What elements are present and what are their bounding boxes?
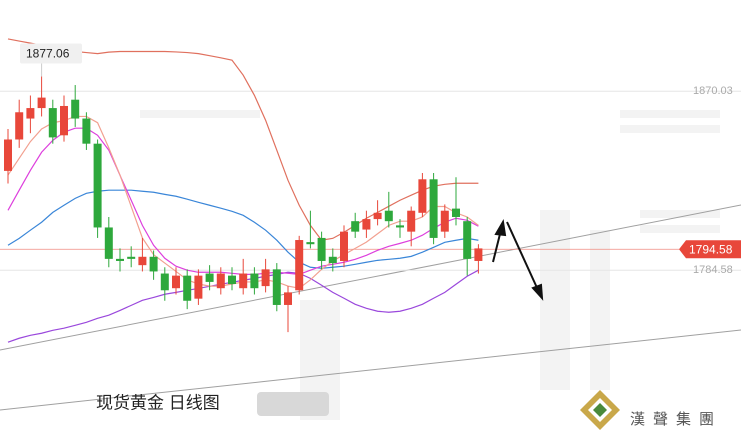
candle-body [328, 256, 337, 264]
candle-body [250, 273, 259, 289]
trend-line [0, 329, 741, 411]
candle-body [149, 256, 158, 272]
high-marker-label: 1877.06 [26, 47, 70, 61]
candle-body [340, 231, 348, 261]
candle-body [15, 112, 24, 140]
candle-body [306, 242, 315, 245]
watermark: 漢聲集團 [630, 411, 722, 428]
candle-body [440, 210, 449, 232]
candle-body [373, 212, 382, 220]
background-watermark [140, 110, 720, 420]
candle-body [71, 99, 80, 119]
candle-body [284, 292, 292, 305]
candle-body [37, 97, 46, 109]
trend-line [0, 204, 741, 351]
candle-body [272, 269, 281, 305]
y-tick-label: 1784.58 [693, 264, 733, 276]
candle-body [205, 273, 214, 282]
candle-body [116, 258, 124, 261]
candle-body [4, 139, 12, 171]
candle-body [93, 143, 102, 228]
indicator-line [7, 38, 479, 241]
candle-body [429, 179, 438, 238]
candle-body [160, 273, 169, 291]
last-price-label: 1794.58 [689, 242, 733, 256]
last-price-box [679, 240, 741, 259]
candle-body [317, 237, 326, 261]
candle-body [82, 118, 91, 144]
logo [580, 390, 620, 430]
candle-body [384, 210, 393, 222]
arrows [492, 219, 544, 301]
candle-body [172, 275, 180, 289]
candle-body [26, 108, 35, 119]
candle-body [295, 240, 304, 291]
candle-body [261, 269, 270, 287]
blurred-box [257, 392, 329, 416]
candle-body [463, 221, 472, 259]
candle-body [228, 275, 236, 285]
candle-body [452, 208, 460, 217]
y-tick-label: 1870.03 [693, 85, 733, 97]
candle-body [351, 221, 360, 232]
candle-body [239, 273, 248, 289]
candle-body [138, 256, 147, 266]
candle-body [396, 225, 404, 228]
candle-body [474, 248, 483, 261]
candle-body [127, 256, 136, 259]
candle-body [194, 275, 203, 299]
candle-body [60, 105, 68, 136]
candle-body [183, 275, 192, 301]
high-marker-box [20, 43, 82, 64]
indicator-line [7, 127, 479, 275]
candle-body [216, 273, 225, 289]
candle-body [104, 227, 113, 259]
candle-body [48, 108, 57, 138]
indicator-line [7, 189, 479, 269]
candle-body [362, 219, 371, 230]
candle-body [418, 179, 427, 213]
candle-body [407, 210, 416, 232]
caption: 现货黄金 日线图 [96, 393, 220, 412]
